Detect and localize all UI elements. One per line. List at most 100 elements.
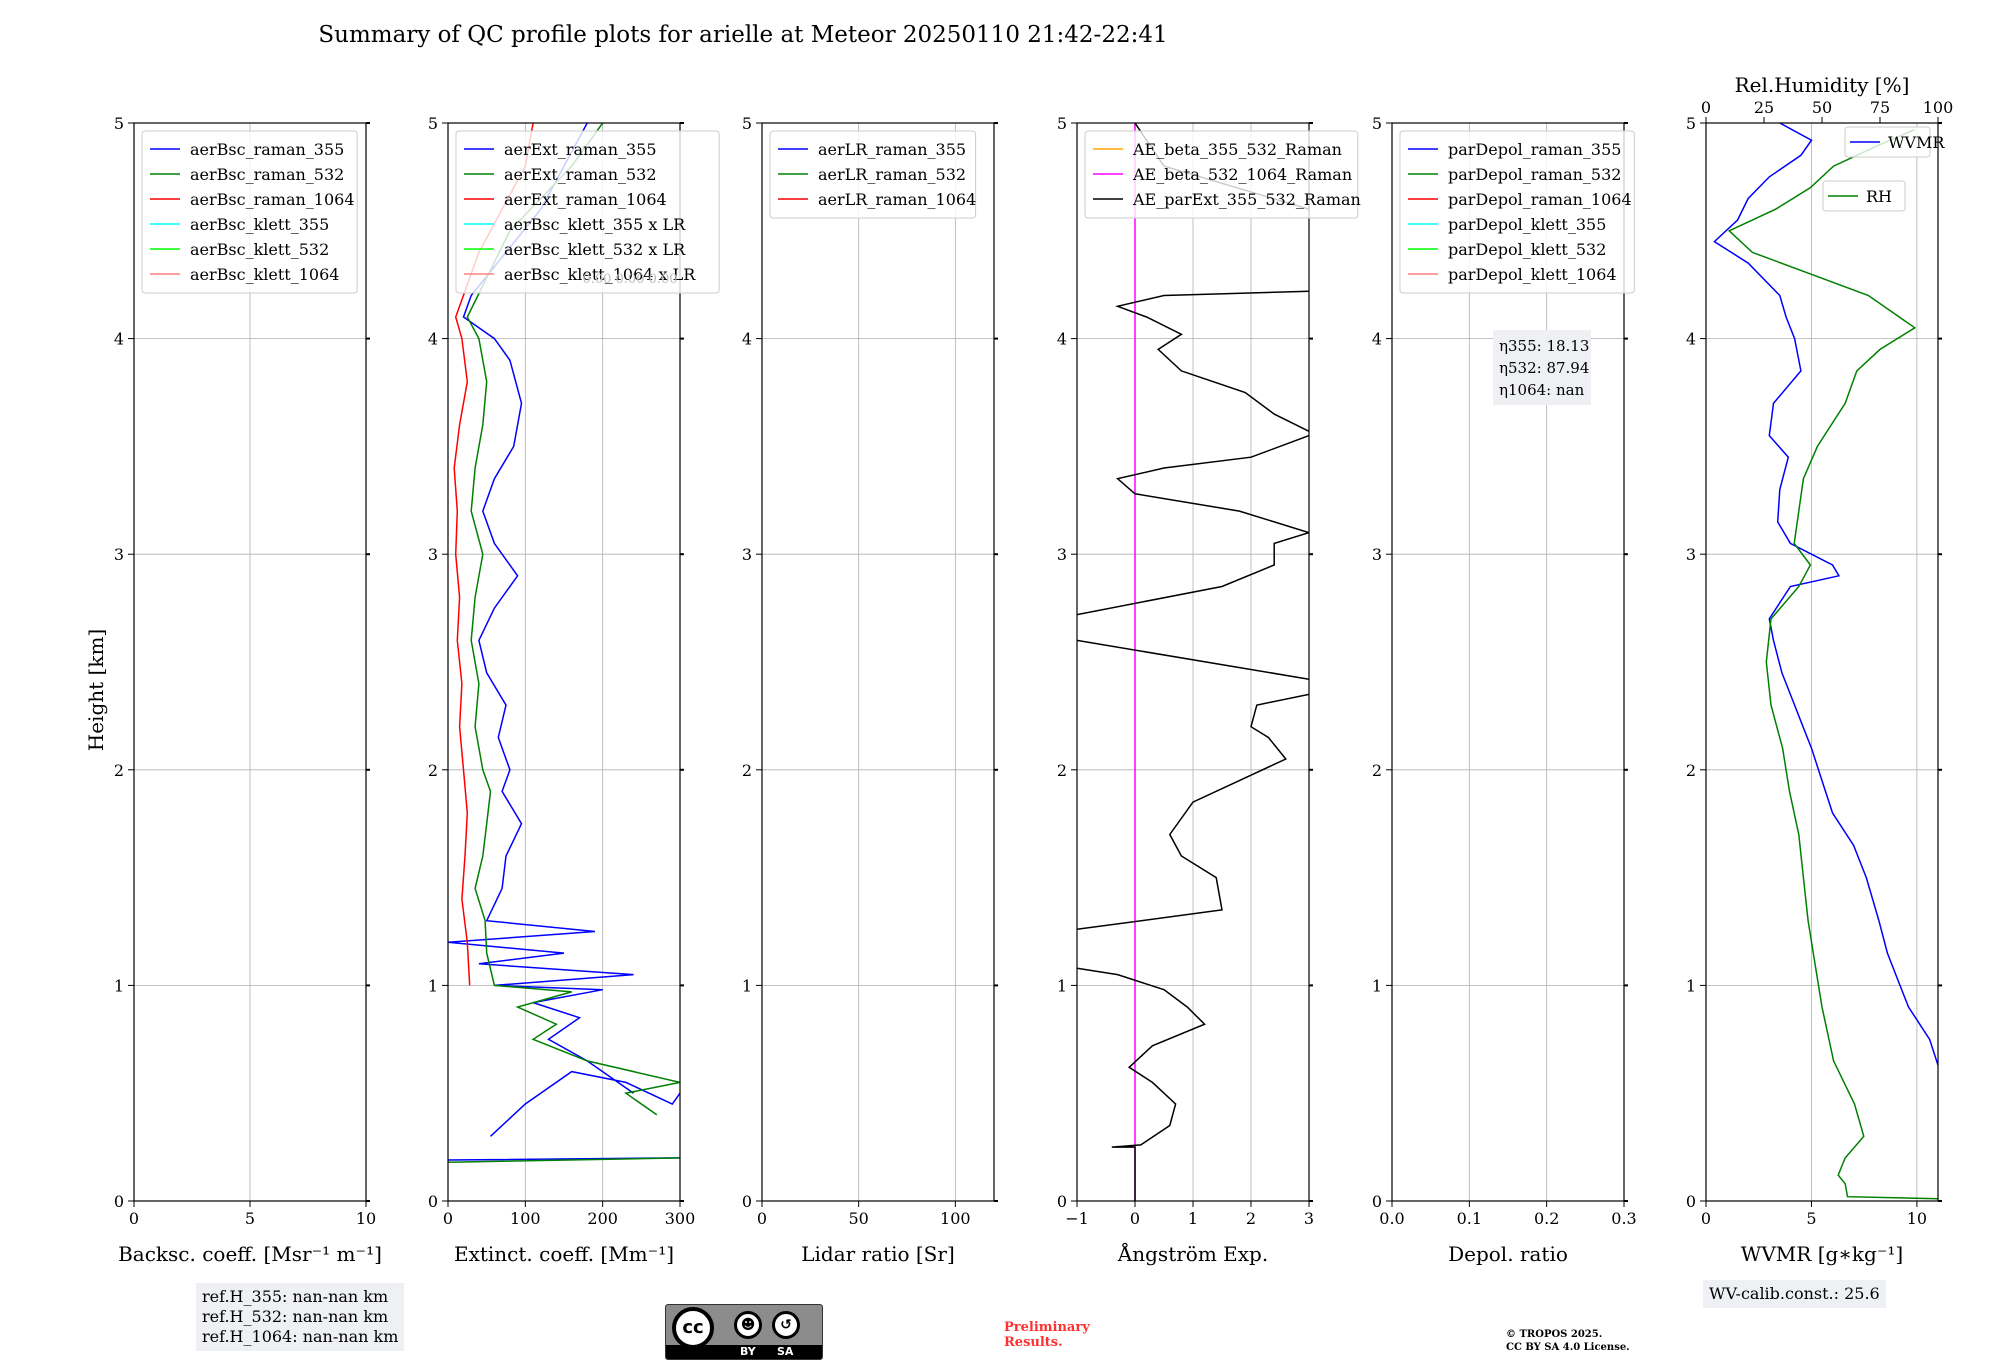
y-tick-label: 0 [742,1192,752,1211]
y-tick-label: 0 [1686,1192,1696,1211]
legend-label: aerBsc_raman_1064 [190,190,355,209]
y-tick-label: 5 [1372,114,1382,133]
series-line [1713,123,1938,1066]
preliminary-note: Preliminary Results. [1004,1320,1090,1350]
legend: aerLR_raman_355 aerLR_raman_532 aerLR_rama… [769,130,976,219]
panel-frame [761,122,995,1202]
cc-logo-icon: cc [672,1307,714,1349]
series-group [1713,123,1938,1200]
top-x-tick-label: 0 [1701,98,1711,117]
legend-label: parDepol_raman_1064 [1448,190,1632,209]
y-axis-label: Height [km] [84,629,108,751]
legend: aerBsc_raman_355 aerBsc_raman_532 aerBsc_r… [141,130,358,294]
refh-line-1064: ref.H_1064: nan-nan km [202,1327,399,1346]
panel-2: 0 100 200 300 0 1 2 3 4 5 Extinct. coeff. [Mm⁻¹] ae… [428,114,720,1266]
y-tick-label: 4 [1057,330,1067,349]
y-tick-label: 1 [1372,976,1382,995]
legend-label: AE_beta_355_532_Raman [1132,140,1342,159]
y-tick-label: 3 [1686,545,1696,564]
copyright-line-1: © TROPOS 2025. [1506,1329,1603,1340]
x-axis-label: Ångström Exp. [1117,1241,1268,1266]
top-x-tick-label: 25 [1754,98,1774,117]
x-tick-label: 5 [1806,1209,1816,1228]
series-line [1727,128,1938,1200]
eta-annotation: η355: 18.13 η532: 87.94 η1064: nan [1493,330,1591,405]
legend-label: aerBsc_klett_1064 [190,265,339,284]
legend-label: parDepol_klett_532 [1448,240,1606,259]
copyright-note: © TROPOS 2025. CC BY SA 4.0 License. [1506,1328,1630,1354]
x-axis-label: Depol. ratio [1448,1242,1568,1266]
legend-box [455,130,720,294]
legend-label: AE_beta_532_1064_Raman [1132,165,1352,184]
y-tick-label: 1 [742,976,752,995]
x-tick-label: 0 [129,1209,139,1228]
wv-calibration-box: WV-calib.const.: 25.6 [1703,1280,1886,1308]
x-tick-label: 100 [940,1209,971,1228]
legend-box [1399,130,1635,294]
x-tick-label: −1 [1065,1209,1089,1228]
top-x-tick-label: 50 [1812,98,1832,117]
panel-frame [1391,122,1625,1202]
y-tick-label: 4 [1372,330,1382,349]
cc-license-badge: cc ☻ ↺ BY SA [665,1304,823,1360]
y-tick-label: 1 [428,976,438,995]
x-axis-label: Extinct. coeff. [Mm⁻¹] [454,1242,674,1266]
legend-label: aerExt_raman_532 [504,165,657,184]
y-tick-label: 3 [114,545,124,564]
x-tick-label: 200 [587,1209,618,1228]
y-tick-label: 3 [1057,545,1067,564]
annotation-box [1493,330,1591,405]
preliminary-line-1: Preliminary [1004,1320,1090,1335]
x-tick-label: 3 [1304,1209,1314,1228]
y-tick-label: 1 [1057,976,1067,995]
legend-label: aerBsc_klett_355 x LR [504,215,686,234]
series-line [448,123,680,1163]
legend: aerExt_raman_355 aerExt_raman_532 aerExt_r… [455,130,720,294]
y-tick-label: 0 [114,1192,124,1211]
reference-height-box: ref.H_355: nan-nan km ref.H_532: nan-nan… [196,1283,405,1351]
y-tick-label: 2 [742,761,752,780]
license-bar: BY SA [666,1345,822,1359]
top-x-tick-label: 75 [1870,98,1890,117]
legend: WVMR RH [1822,126,1945,212]
legend-label: aerBsc_raman_532 [190,165,344,184]
annotation-line: η1064: nan [1499,381,1585,399]
x-tick-label: 1 [1188,1209,1198,1228]
y-tick-label: 4 [114,330,124,349]
x-tick-label: 100 [510,1209,541,1228]
legend-box [1844,126,1931,158]
x-tick-label: 50 [848,1209,868,1228]
panel-5: 0.0 0.1 0.2 0.3 0 1 2 3 4 5 Depol. ratio parDepol_r… [1372,114,1637,1266]
panel-frame [1705,122,1939,1202]
legend-label: aerBsc_klett_1064 x LR [504,265,696,284]
refh-line-532: ref.H_532: nan-nan km [202,1307,389,1326]
y-tick-label: 5 [114,114,124,133]
legend-label: RH [1866,187,1892,206]
y-tick-label: 0 [1057,1192,1067,1211]
legend-label: parDepol_raman_355 [1448,140,1621,159]
legend-label: WVMR [1888,133,1945,152]
x-axis-label: WVMR [g∗kg⁻¹] [1741,1242,1903,1266]
x-tick-label: 0 [1701,1209,1711,1228]
y-tick-label: 0 [428,1192,438,1211]
panel-1: 0 5 10 0 1 2 3 4 5 Backsc. coeff. [Msr⁻¹ m⁻¹] aerB… [114,114,382,1266]
annotation-line: η355: 18.13 [1499,337,1589,355]
preliminary-line-2: Results. [1004,1335,1063,1350]
y-tick-label: 5 [428,114,438,133]
legend-label: aerBsc_raman_355 [190,140,344,159]
legend-label: AE_parExt_355_532_Raman [1132,190,1361,209]
panel-frame [447,122,681,1202]
legend-box [141,130,358,294]
y-tick-label: 2 [1686,761,1696,780]
y-tick-label: 5 [742,114,752,133]
legend: AE_beta_355_532_Raman AE_beta_532_1064_Ra… [1084,130,1361,219]
y-tick-label: 1 [114,976,124,995]
x-axis-label: Lidar ratio [Sr] [801,1242,955,1266]
y-tick-label: 1 [1686,976,1696,995]
x-tick-label: 0 [1130,1209,1140,1228]
y-tick-label: 3 [1372,545,1382,564]
x-tick-label: 0.3 [1611,1209,1636,1228]
